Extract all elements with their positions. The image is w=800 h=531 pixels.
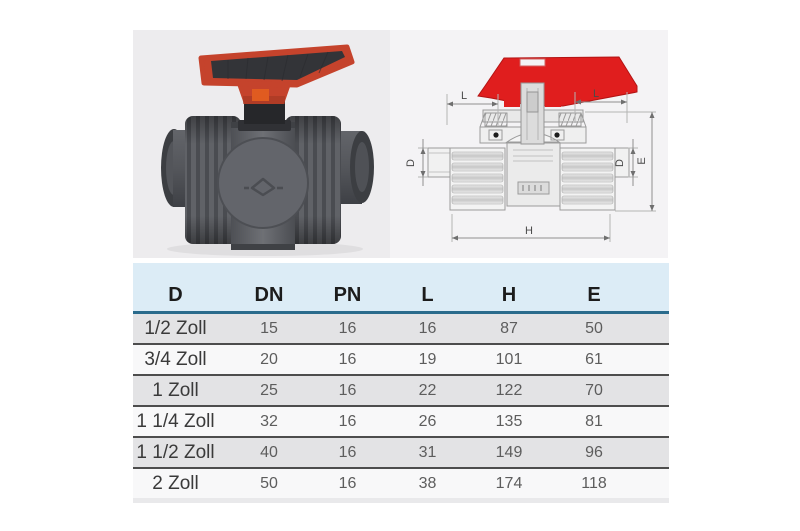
cell-h: 135 (468, 406, 550, 438)
dim-label-l-right: L (593, 88, 599, 100)
cell-dn: 40 (218, 437, 308, 469)
dim-label-h: H (525, 225, 533, 237)
column-header-l: L (387, 263, 468, 314)
handle-slot (519, 58, 546, 67)
cell-l: 38 (418, 474, 437, 492)
cell-h: 122 (468, 375, 550, 407)
cell-l: 26 (387, 406, 468, 438)
cell-e: 96 (550, 437, 669, 469)
dimension-arrows (420, 99, 655, 241)
cell-dn: 20 (218, 344, 308, 376)
cell-e: 70 (550, 375, 669, 407)
cell-pn: 16 (308, 312, 387, 345)
cell-dn: 25 (218, 375, 308, 407)
cell-h: 101 (468, 344, 550, 376)
dim-label-d-left: D (405, 159, 417, 167)
cell-pn: 16 (308, 437, 387, 469)
dim-label-e: E (636, 157, 648, 164)
cell-size: 1 Zoll (133, 375, 218, 407)
left-pipe-stub (427, 147, 453, 178)
table-row: 1/2 Zoll 15 16 16 87 50 (133, 312, 669, 345)
cell-e: 61 (550, 344, 669, 376)
spec-table-header: D DN PN L H E (133, 263, 669, 314)
cell-size: 1 1/2 Zoll (133, 437, 218, 469)
table-row: 3/4 Zoll 20 16 19 101 61 (133, 344, 669, 376)
spec-table: D DN PN L H E 1/2 Zoll 15 16 16 87 50 3/… (133, 263, 669, 503)
table-row: 1 Zoll 25 16 22 122 70 (133, 375, 669, 407)
cell-dn: 32 (218, 406, 308, 438)
figures-canvas: L L D D E H (133, 30, 668, 258)
header-row: D DN PN L H E (133, 263, 669, 314)
cell-l: 19 (387, 344, 468, 376)
column-header-d: D (133, 263, 218, 314)
table-row: 1 1/2 Zoll 40 16 31 149 96 (133, 437, 669, 469)
cell-h: 149 (468, 437, 550, 469)
cell-e: 118 (581, 474, 607, 492)
dim-label-l-left: L (461, 90, 467, 102)
cell-e: 50 (550, 312, 669, 345)
spec-table-body: 1/2 Zoll 15 16 16 87 50 3/4 Zoll 20 16 1… (133, 312, 669, 501)
cell-pn: 16 (308, 406, 387, 438)
dim-label-d-right: D (614, 159, 626, 167)
cell-dn: 15 (218, 312, 308, 345)
cell-size: 1 1/4 Zoll (133, 406, 218, 438)
cell-pn: 16 (338, 474, 357, 492)
table-row: 2 Zoll 50 16 38 174 118 (133, 468, 669, 501)
cell-l: 16 (387, 312, 468, 345)
thread-zone-left (484, 112, 508, 127)
cell-pn: 16 (308, 344, 387, 376)
left-union-nut (185, 116, 241, 244)
valve-photo (161, 44, 374, 256)
screw-left (493, 132, 499, 138)
body-face (217, 137, 309, 229)
right-union-nut (285, 116, 341, 244)
cell-pn: 16 (308, 375, 387, 407)
handle-nut (252, 89, 269, 101)
cell-size: 1/2 Zoll (133, 312, 218, 345)
cell-h: 87 (468, 312, 550, 345)
molded-valve-mark (244, 177, 283, 197)
thread-zone-right (558, 112, 582, 127)
center-cartridge (506, 142, 561, 207)
column-header-pn: PN (308, 263, 387, 314)
cell-l: 31 (387, 437, 468, 469)
column-header-h: H (468, 263, 550, 314)
cell-l: 22 (387, 375, 468, 407)
cell-h: 174 (495, 474, 523, 492)
valve-technical-drawing: L L D D E H (405, 56, 656, 242)
cell-e: 81 (550, 406, 669, 438)
handle-grip-inlay (211, 51, 345, 80)
cell-size: 3/4 Zoll (133, 344, 218, 376)
cell-dn: 50 (260, 474, 278, 492)
column-header-dn: DN (218, 263, 308, 314)
screw-right (554, 132, 560, 138)
column-header-e: E (550, 263, 669, 314)
table-row: 1 1/4 Zoll 32 16 26 135 81 (133, 406, 669, 438)
cell-size: 2 Zoll (152, 472, 199, 494)
product-figures-panel: L L D D E H (133, 30, 668, 258)
